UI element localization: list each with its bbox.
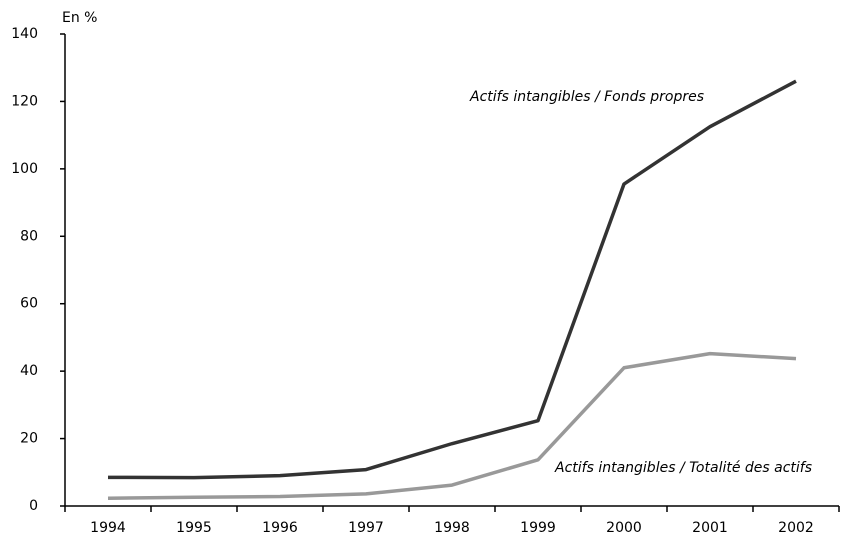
x-tick-label: 1998	[434, 520, 470, 536]
y-tick-label: 120	[11, 93, 38, 109]
y-tick-label: 20	[20, 431, 38, 447]
x-tick-label: 1994	[90, 520, 126, 536]
y-tick-label: 40	[20, 363, 38, 379]
x-tick-label: 2000	[606, 520, 642, 536]
y-axis-label: En %	[62, 10, 97, 26]
series-line	[107, 351, 797, 500]
y-tick-label: 100	[11, 161, 38, 177]
y-tick-label: 0	[29, 498, 38, 514]
x-tick-label: 1996	[262, 520, 298, 536]
x-tick-label: 1995	[176, 520, 212, 536]
series-label: Actifs intangibles / Totalité des actifs	[554, 460, 812, 476]
y-tick-label: 140	[11, 26, 38, 42]
x-tick-label: 2002	[778, 520, 814, 536]
x-tick-label: 2001	[692, 520, 728, 536]
series-line	[107, 79, 797, 480]
x-tick-label: 1997	[348, 520, 384, 536]
x-tick-label: 1999	[520, 520, 556, 536]
y-tick-label: 80	[20, 228, 38, 244]
y-tick-label: 60	[20, 296, 38, 312]
series-label: Actifs intangibles / Fonds propres	[469, 89, 704, 105]
